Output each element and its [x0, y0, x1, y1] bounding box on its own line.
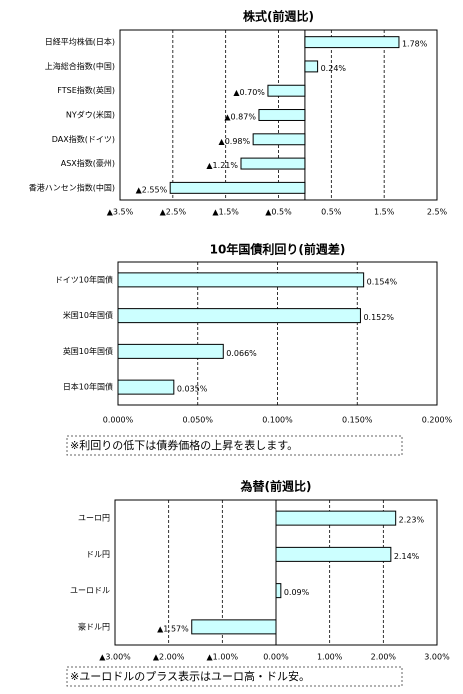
value-label: 2.23% — [399, 516, 425, 525]
bar — [117, 272, 365, 288]
x-tick-label: 2.00% — [371, 653, 397, 662]
x-tick-label: ▲0.5% — [265, 208, 292, 217]
value-label: ▲1.21% — [206, 161, 238, 170]
bar — [304, 60, 319, 73]
x-tick-label: 0.100% — [262, 416, 293, 425]
bar — [240, 157, 306, 170]
x-tick-label: ▲1.5% — [212, 208, 239, 217]
x-tick-label: ▲3.5% — [107, 208, 134, 217]
category-label: 日経平均株価(日本) — [45, 37, 115, 47]
value-label: 2.14% — [394, 552, 420, 561]
note: ※利回りの低下は債券価格の上昇を表します。 — [70, 438, 298, 452]
value-label: 1.78% — [402, 40, 428, 49]
value-label: 0.09% — [284, 588, 310, 597]
category-label: ドル円 — [86, 550, 110, 559]
category-label: ユーロドル — [70, 586, 110, 595]
x-tick-label: 2.5% — [427, 208, 448, 217]
x-tick-label: 0.150% — [342, 416, 373, 425]
category-label: 英国10年国債 — [63, 346, 113, 356]
x-tick-label: ▲1.00% — [207, 653, 239, 662]
note: ※ユーロドルのプラス表示はユーロ高・ドル安。 — [70, 669, 310, 683]
category-label: 上海総合指数(中国) — [45, 61, 115, 71]
category-label: ユーロ円 — [78, 514, 110, 523]
bar — [258, 109, 306, 121]
x-tick-label: 0.050% — [182, 416, 213, 425]
category-label: 豪ドル円 — [78, 621, 110, 631]
bar — [169, 181, 306, 194]
category-label: FTSE指数(英国) — [57, 85, 115, 95]
x-tick-label: 1.00% — [317, 653, 343, 662]
x-tick-label: 0.5% — [321, 208, 342, 217]
bar — [275, 546, 392, 562]
value-label: 0.152% — [363, 313, 394, 322]
bar — [275, 510, 397, 526]
category-label: ドイツ10年国債 — [55, 274, 113, 284]
x-tick-label: 1.5% — [374, 208, 395, 217]
x-tick-label: 3.00% — [424, 653, 450, 662]
bar — [304, 36, 400, 49]
x-tick-label: 0.00% — [263, 653, 289, 662]
category-label: 香港ハンセン指数(中国) — [29, 182, 115, 192]
bar — [252, 133, 306, 146]
bar — [267, 84, 306, 97]
category-label: ASX指数(豪州) — [61, 158, 115, 168]
chart-title: 10年国債利回り(前週差) — [210, 242, 346, 257]
chart-title: 為替(前週比) — [241, 479, 312, 494]
note-box — [66, 666, 403, 687]
chart-title: 株式(前週比) — [243, 9, 314, 24]
value-label: 0.24% — [321, 64, 347, 73]
value-label: 0.035% — [177, 385, 208, 394]
x-tick-label: ▲2.5% — [160, 208, 187, 217]
x-tick-label: ▲2.00% — [153, 653, 185, 662]
category-label: 米国10年国債 — [63, 310, 113, 320]
bar — [275, 583, 282, 599]
category-label: DAX指数(ドイツ) — [52, 134, 115, 144]
value-label: ▲1.57% — [157, 624, 189, 633]
bar — [117, 343, 224, 359]
bar — [191, 619, 277, 635]
bar — [117, 379, 175, 395]
bar — [117, 308, 361, 324]
x-tick-label: 0.200% — [422, 416, 453, 425]
category-label: NYダウ(米国) — [66, 110, 115, 120]
value-label: ▲2.55% — [136, 185, 168, 194]
value-label: ▲0.70% — [233, 88, 265, 97]
value-label: ▲0.98% — [219, 137, 251, 146]
value-label: ▲0.87% — [224, 113, 256, 122]
value-label: 0.154% — [367, 277, 398, 286]
x-tick-label: ▲3.00% — [99, 653, 131, 662]
x-tick-label: 0.000% — [103, 416, 134, 425]
value-label: 0.066% — [226, 349, 257, 358]
category-label: 日本10年国債 — [63, 382, 113, 392]
note-box — [66, 435, 403, 456]
